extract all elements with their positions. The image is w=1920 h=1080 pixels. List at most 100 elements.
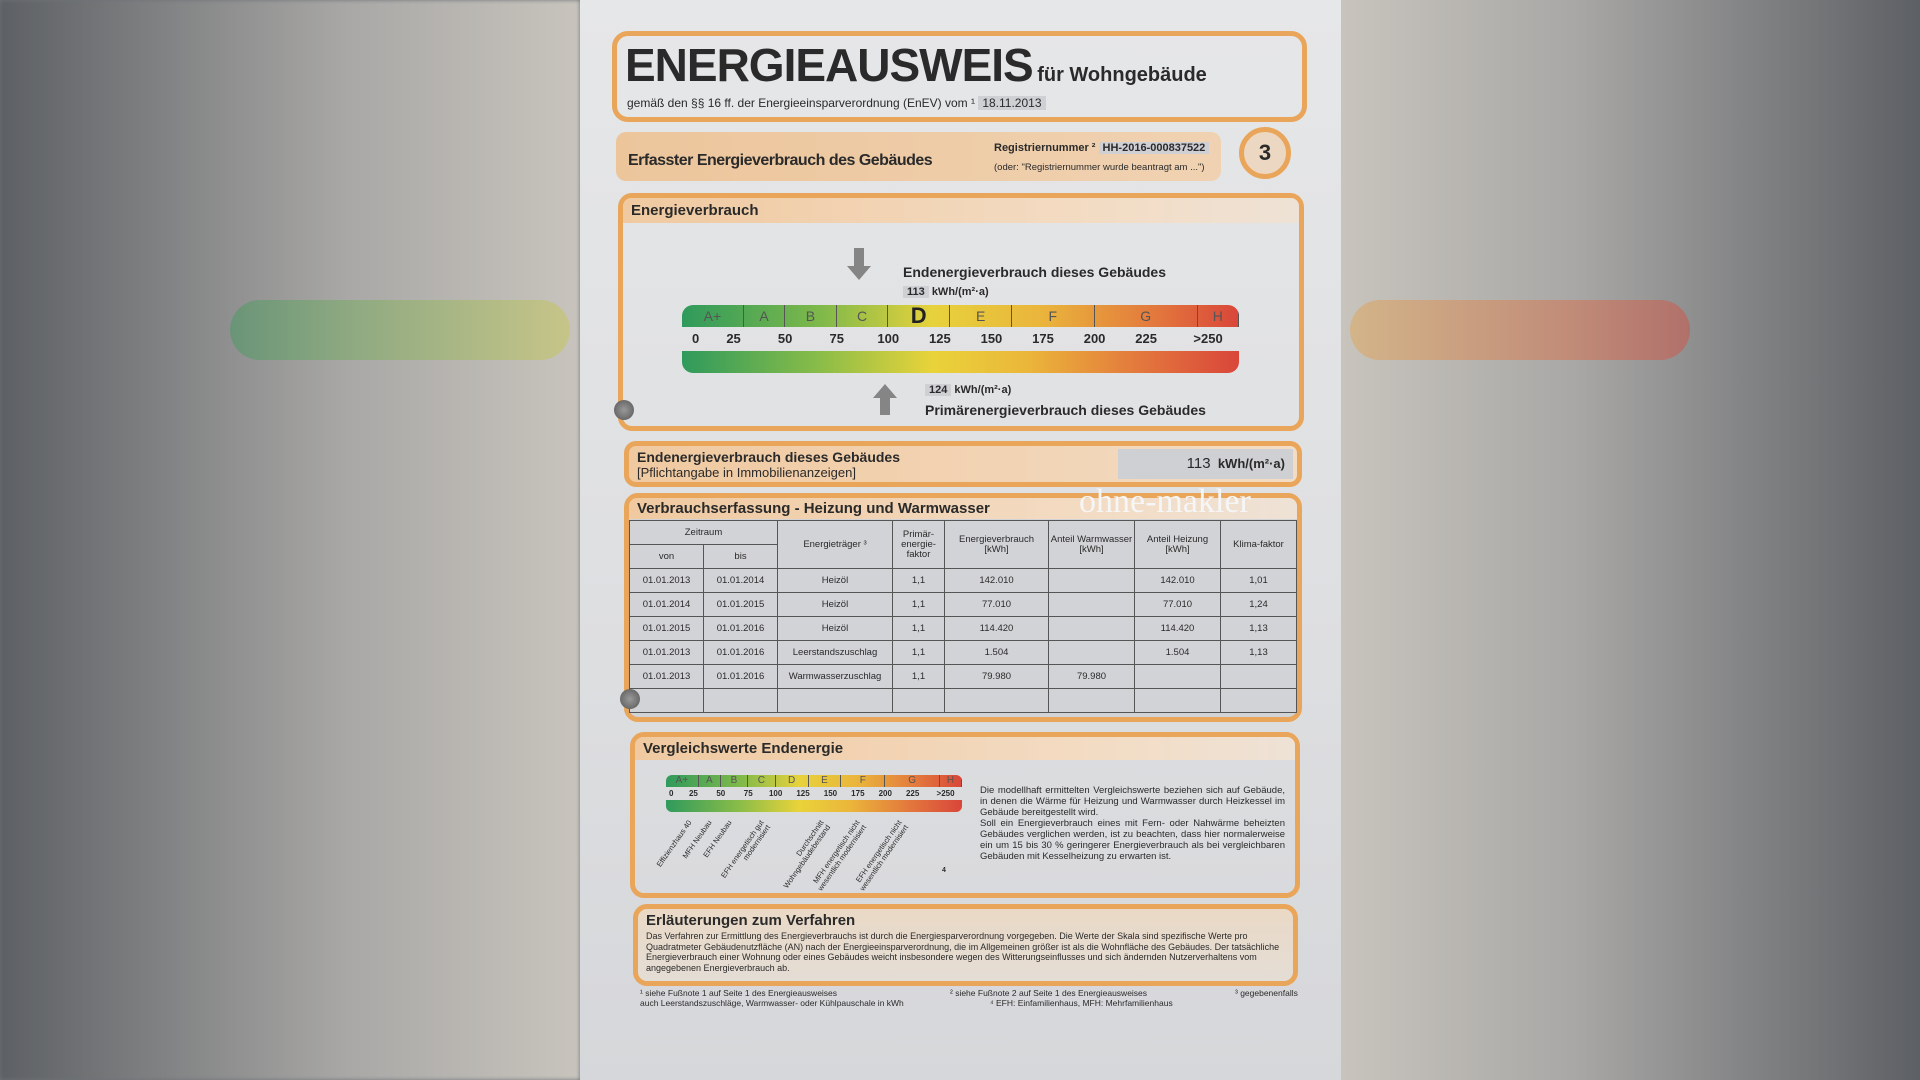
comparison-box: Vergleichswerte Endenergie A+ A B C D E F G H 0 2… bbox=[630, 732, 1300, 898]
end-energy-summary-value: 113 bbox=[1186, 455, 1211, 472]
consumption-table: Zeitraum Energieträger ³ Primär-energie-… bbox=[629, 520, 1297, 713]
comparison-heading: Vergleichswerte Endenergie bbox=[635, 737, 1295, 760]
title: ENERGIEAUSWEIS bbox=[625, 39, 1034, 91]
unit: kWh/(m²·a) bbox=[954, 384, 1012, 396]
tick-label: 150 bbox=[980, 331, 1003, 346]
tick-label: 175 bbox=[1032, 331, 1054, 346]
gradient-band bbox=[666, 800, 962, 812]
section-band: Erfasster Energieverbrauch des Gebäudes … bbox=[616, 132, 1221, 181]
table-cell: 142.010 bbox=[1134, 568, 1221, 593]
table-cell: 1,13 bbox=[1220, 640, 1297, 665]
col-energietraeger: Energieträger ³ bbox=[777, 520, 893, 569]
table-cell: 79.980 bbox=[1048, 664, 1135, 689]
consumption-table-box: Verbrauchserfassung - Heizung und Warmwa… bbox=[624, 484, 1302, 722]
consumption-box: Energieverbrauch Endenergieverbrauch die… bbox=[618, 193, 1304, 431]
comparison-scale: A+ A B C D E F G H 0 25 50 75 100 125 150 175 200 225 >250 bbox=[666, 775, 962, 813]
unit: kWh/(m²·a) bbox=[1217, 456, 1285, 471]
table-cell: Warmwasserzuschlag bbox=[777, 664, 893, 689]
primary-energy-label: Primärenergieverbrauch dieses Gebäudes bbox=[925, 402, 1206, 418]
footnote-4: ⁴ EFH: Einfamilienhaus, MFH: Mehrfamilie… bbox=[990, 998, 1173, 1008]
table-cell: 01.01.2013 bbox=[629, 568, 704, 593]
table-cell: 77.010 bbox=[1134, 592, 1221, 617]
table-cell bbox=[1048, 616, 1135, 641]
table-cell bbox=[777, 688, 893, 713]
table-cell bbox=[1134, 688, 1221, 713]
table-row: 01.01.2013 01.01.2014 Heizöl 1,1 142.010 142.… bbox=[629, 568, 1297, 593]
end-energy-arrow-icon bbox=[847, 266, 871, 280]
end-energy-box: Endenergieverbrauch dieses Gebäudes [Pfl… bbox=[624, 441, 1302, 487]
class-E: E bbox=[809, 775, 842, 787]
class-row: A+ A B C D E F G H bbox=[682, 305, 1239, 327]
page-number: 3 bbox=[1239, 127, 1291, 179]
col-von: von bbox=[629, 544, 704, 569]
table-cell bbox=[1048, 592, 1135, 617]
blurred-background-right bbox=[1340, 0, 1920, 1080]
table-cell: 114.420 bbox=[1134, 616, 1221, 641]
table-cell: 01.01.2016 bbox=[703, 616, 778, 641]
tick-label: 200 bbox=[878, 789, 892, 798]
table-cell bbox=[1048, 568, 1135, 593]
tick-row: 0 25 50 75 100 125 150 175 200 225 >250 bbox=[666, 788, 962, 799]
table-cell bbox=[1048, 640, 1135, 665]
explanation-box: Erläuterungen zum Verfahren Das Verfahre… bbox=[633, 904, 1298, 986]
class-row: A+ A B C D E F G H bbox=[666, 775, 962, 787]
unit: kWh/(m²·a) bbox=[931, 286, 989, 298]
explanation-heading: Erläuterungen zum Verfahren bbox=[646, 912, 856, 929]
class-E: E bbox=[950, 305, 1013, 327]
footnote-1b: auch Leerstandszuschläge, Warmwasser- od… bbox=[640, 998, 904, 1008]
punch-hole bbox=[620, 689, 640, 709]
footnote-mark: 4 bbox=[942, 867, 946, 874]
class-H: H bbox=[940, 775, 962, 787]
table-cell: 114.420 bbox=[944, 616, 1049, 641]
class-B: B bbox=[785, 305, 837, 327]
tick-label: 125 bbox=[929, 331, 951, 346]
class-Aplus: A+ bbox=[666, 775, 699, 787]
table-cell: 01.01.2014 bbox=[629, 592, 704, 617]
blurred-scale-right bbox=[1350, 300, 1690, 360]
tick-label: 225 bbox=[1135, 331, 1158, 346]
footnote-2: ² siehe Fußnote 2 auf Seite 1 des Energi… bbox=[950, 988, 1148, 998]
end-energy-note: [Pflichtangabe in Immobilienanzeigen] bbox=[637, 465, 856, 480]
tick-label: 25 bbox=[688, 789, 698, 798]
table-cell: 79.980 bbox=[944, 664, 1049, 689]
tick-label: 100 bbox=[877, 331, 900, 346]
class-D: D bbox=[888, 305, 951, 327]
tick-label: 175 bbox=[851, 789, 865, 798]
section-heading: Erfasster Energieverbrauch des Gebäudes bbox=[628, 152, 933, 169]
col-bis: bis bbox=[703, 544, 778, 569]
table-cell: Heizöl bbox=[777, 568, 893, 593]
table-row: 01.01.2015 01.01.2016 Heizöl 1,1 114.420 114.… bbox=[629, 616, 1297, 641]
reg-label: Registriernummer ² bbox=[994, 142, 1096, 154]
table-cell bbox=[892, 688, 945, 713]
blurred-scale-left bbox=[230, 300, 570, 360]
class-C: C bbox=[748, 775, 776, 787]
tick-label: >250 bbox=[1193, 331, 1223, 346]
table-cell: 1,13 bbox=[1220, 616, 1297, 641]
class-H: H bbox=[1198, 305, 1239, 327]
class-Aplus: A+ bbox=[682, 305, 744, 327]
table-cell bbox=[1048, 688, 1135, 713]
primary-energy-arrow-icon bbox=[873, 384, 897, 398]
gradient-band bbox=[682, 351, 1239, 373]
watermark: ohne-makler bbox=[1079, 483, 1251, 520]
table-cell: 1,1 bbox=[892, 592, 945, 617]
punch-hole bbox=[614, 400, 634, 420]
table-cell bbox=[1220, 688, 1297, 713]
table-cell: 01.01.2013 bbox=[629, 664, 704, 689]
table-cell: 1,24 bbox=[1220, 592, 1297, 617]
table-cell: 1.504 bbox=[1134, 640, 1221, 665]
tick-label: 25 bbox=[726, 331, 741, 346]
table-cell: 01.01.2013 bbox=[629, 640, 704, 665]
tick-label: 150 bbox=[823, 789, 838, 798]
table-cell: 01.01.2015 bbox=[703, 592, 778, 617]
table-cell: Leerstandszuschlag bbox=[777, 640, 893, 665]
table-cell: 77.010 bbox=[944, 592, 1049, 617]
table-cell bbox=[944, 688, 1049, 713]
tick-label: 100 bbox=[768, 789, 783, 798]
tick-row: 0 25 50 75 100 125 150 175 200 225 >250 bbox=[682, 329, 1239, 349]
table-row bbox=[629, 688, 1297, 713]
energy-scale: A+ A B C D E F G H 0 25 50 75 100 125 150 175 200 225 >250 bbox=[682, 305, 1239, 375]
table-cell: 01.01.2014 bbox=[703, 568, 778, 593]
table-row: 01.01.2014 01.01.2015 Heizöl 1,1 77.010 77.01… bbox=[629, 592, 1297, 617]
subtitle: gemäß den §§ 16 ff. der Energieeinsparve… bbox=[627, 96, 975, 110]
